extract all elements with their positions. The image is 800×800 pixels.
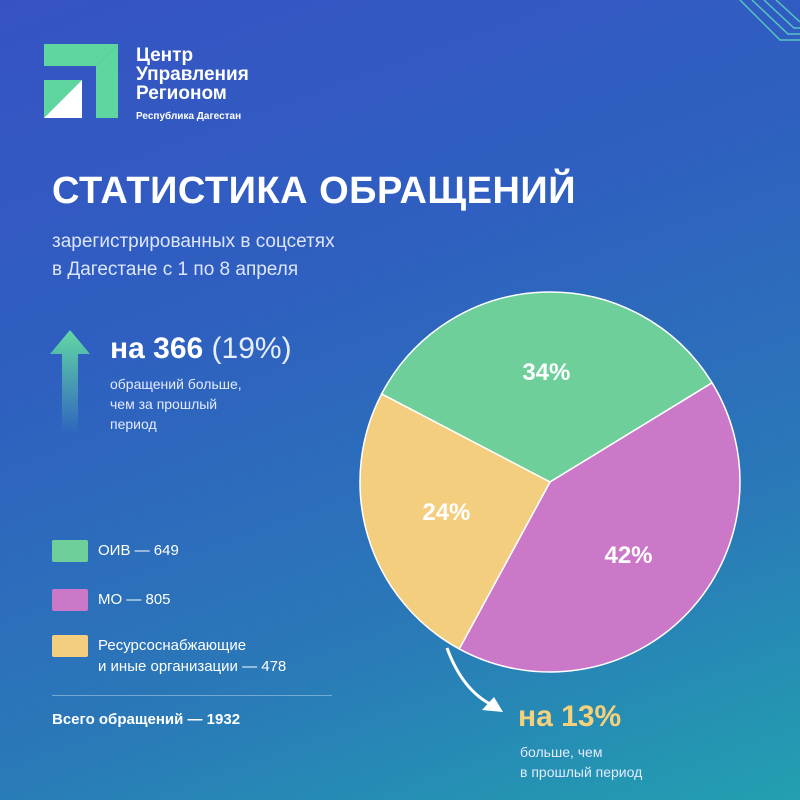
legend-swatch [52,540,88,562]
logo-icon [44,44,118,118]
pie-slice-label: 24% [422,499,470,526]
legend-item-resource: Ресурсоснабжающие и иные организации — 4… [52,635,286,677]
legend-item-oiv: ОИВ — 649 [52,540,179,562]
legend-swatch [52,589,88,611]
pie-slice-oiv [380,291,714,483]
legend-label-line: и иные организации — 478 [98,658,287,675]
legend-label: МО — 805 [98,589,171,610]
pie-slice-label: 42% [604,542,652,569]
legend-label: ОИВ — 649 [98,540,179,561]
resource-increase-value: на 13% [518,700,622,733]
increase-description: обращений больше, чем за прошлый период [110,374,242,434]
increase-headline: на 366 (19%) [110,332,292,366]
increase-percent: (19%) [211,332,292,365]
increase-value: на 366 [110,332,204,365]
pie-slice-resource [359,392,552,650]
brand-name-line: Центр [136,45,194,66]
resource-desc-line: в прошлый период [520,764,643,780]
brand-name: Центр Управления Регионом [136,46,249,103]
brand-name-line: Регионом [136,83,227,104]
subtitle-line: в Дагестане с 1 по 8 апреля [52,259,299,280]
pie-slice-mo [458,381,741,673]
brand-region: Республика Дагестан [136,111,242,122]
resource-desc-line: больше, чем [520,744,603,760]
resource-increase-description: больше, чем в прошлый период [520,742,642,782]
legend-label-line: Ресурсоснабжающие [98,637,247,654]
increase-desc-line: обращений больше, [110,376,242,392]
increase-desc-line: период [110,416,157,432]
page-title: СТАТИСТИКА ОБРАЩЕНИЙ [52,170,577,212]
legend-divider [52,695,332,696]
subtitle-line: зарегистрированных в соцсетях [52,231,335,252]
legend-swatch [52,635,88,657]
pie-slice-label: 34% [522,359,570,386]
legend-label-line: МО — 805 [98,591,171,608]
increase-desc-line: чем за прошлый [110,396,218,412]
legend-label: Ресурсоснабжающие и иные организации — 4… [98,635,286,677]
total-requests: Всего обращений — 1932 [52,711,241,728]
page-subtitle: зарегистрированных в соцсетях в Дагестан… [52,228,335,284]
brand-name-line: Управления [136,64,249,85]
arrow-up-icon [50,330,90,434]
legend-label-line: ОИВ — 649 [98,542,179,559]
legend-item-mo: МО — 805 [52,589,171,611]
corner-decoration [739,0,800,41]
